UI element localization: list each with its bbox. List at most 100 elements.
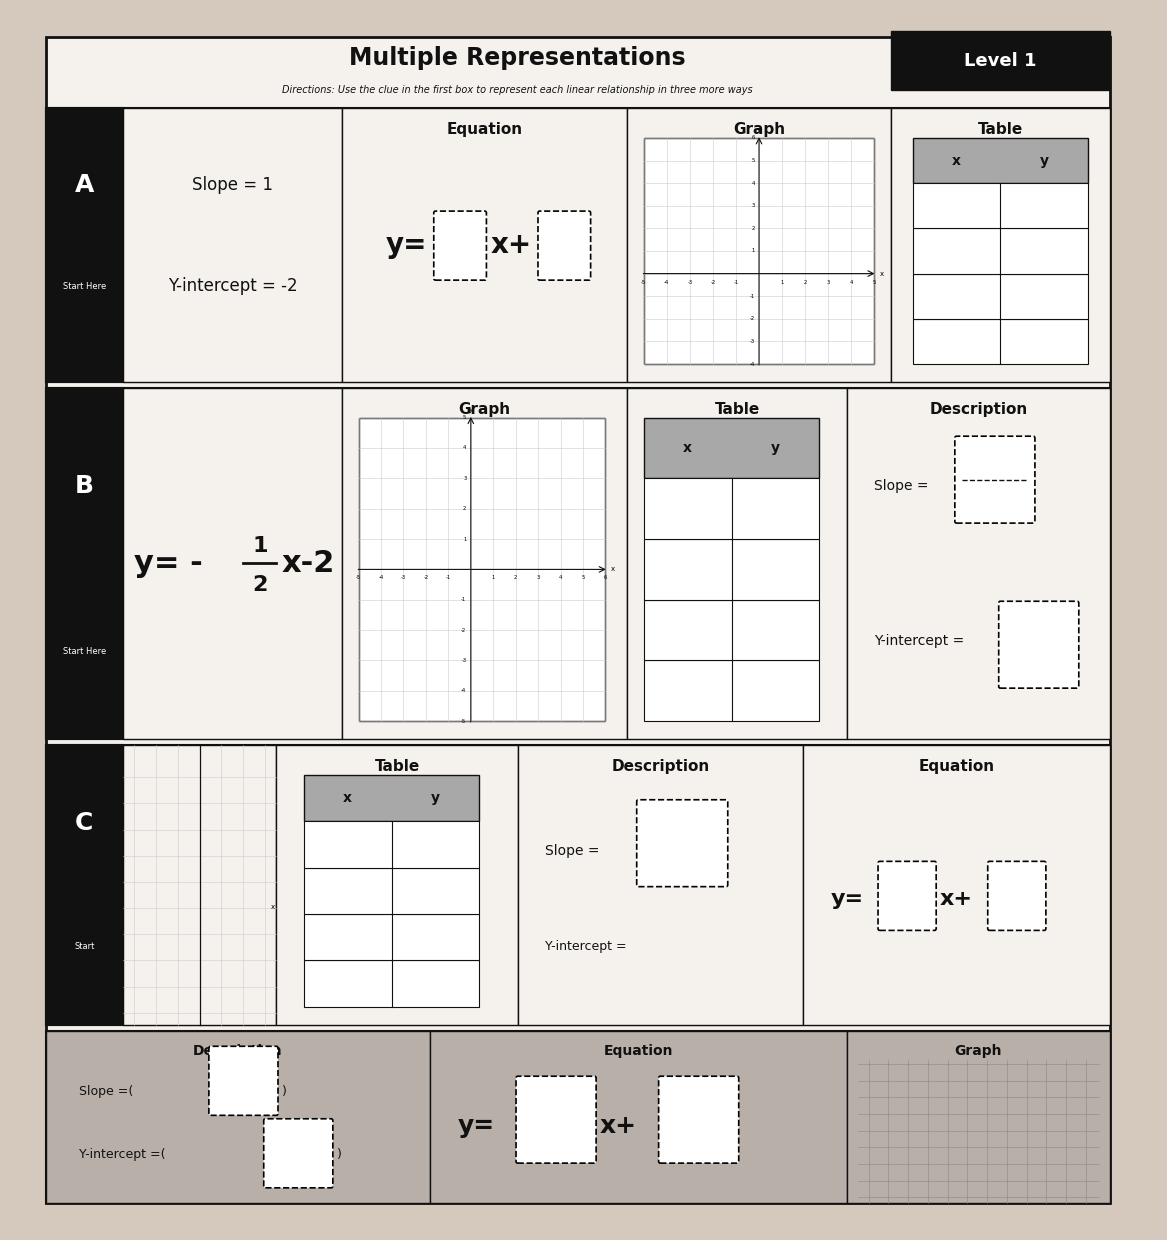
Text: 1: 1 <box>252 536 267 556</box>
FancyBboxPatch shape <box>644 418 819 479</box>
Text: -4: -4 <box>378 575 384 580</box>
Text: Start Here: Start Here <box>63 281 106 290</box>
Text: Y-intercept = -2: Y-intercept = -2 <box>168 277 298 295</box>
Text: y=: y= <box>831 889 864 909</box>
Text: 1: 1 <box>752 248 755 253</box>
FancyBboxPatch shape <box>303 821 480 868</box>
Text: Description: Description <box>612 759 710 774</box>
Text: Equation: Equation <box>603 1044 673 1059</box>
Text: Description: Description <box>929 402 1027 417</box>
Text: Slope = 1: Slope = 1 <box>191 176 273 193</box>
Text: -3: -3 <box>401 575 406 580</box>
Text: Y-intercept =: Y-intercept = <box>545 940 627 952</box>
Text: y: y <box>469 407 473 413</box>
FancyBboxPatch shape <box>303 868 480 914</box>
Text: 3: 3 <box>537 575 540 580</box>
FancyBboxPatch shape <box>46 745 123 1024</box>
FancyBboxPatch shape <box>209 1047 278 1115</box>
Text: -3: -3 <box>749 339 755 343</box>
Text: -5: -5 <box>461 719 467 724</box>
Text: -1: -1 <box>749 294 755 299</box>
FancyBboxPatch shape <box>518 745 803 1024</box>
Text: Directions: Use the clue in the first box to represent each linear relationship : Directions: Use the clue in the first bo… <box>282 86 753 95</box>
FancyBboxPatch shape <box>644 539 819 600</box>
Text: 2: 2 <box>252 575 267 595</box>
Text: Equation: Equation <box>918 759 994 774</box>
FancyBboxPatch shape <box>644 661 819 722</box>
Text: Description: Description <box>194 1044 282 1059</box>
FancyBboxPatch shape <box>644 479 819 539</box>
FancyBboxPatch shape <box>46 388 123 739</box>
Text: 2: 2 <box>803 279 806 284</box>
FancyBboxPatch shape <box>46 108 123 382</box>
Text: B: B <box>75 474 93 498</box>
Text: Table: Table <box>375 759 420 774</box>
FancyBboxPatch shape <box>123 108 342 382</box>
Text: x: x <box>952 154 960 167</box>
FancyBboxPatch shape <box>264 1118 333 1188</box>
Text: 5: 5 <box>581 575 585 580</box>
Text: -1: -1 <box>461 598 467 603</box>
Text: 3: 3 <box>463 476 467 481</box>
FancyBboxPatch shape <box>46 388 1110 739</box>
Text: 1: 1 <box>463 537 467 542</box>
Text: 4: 4 <box>850 279 853 284</box>
Text: Start Here: Start Here <box>63 647 106 656</box>
FancyBboxPatch shape <box>913 228 1088 274</box>
FancyBboxPatch shape <box>847 388 1110 739</box>
Text: y=: y= <box>457 1114 495 1137</box>
Text: Slope =: Slope = <box>545 844 600 858</box>
Text: 2: 2 <box>513 575 517 580</box>
Text: y=: y= <box>386 231 427 259</box>
Text: 4: 4 <box>752 181 755 186</box>
FancyBboxPatch shape <box>342 108 628 382</box>
FancyBboxPatch shape <box>303 961 480 1007</box>
Text: -1: -1 <box>446 575 450 580</box>
Text: 1: 1 <box>491 575 495 580</box>
FancyBboxPatch shape <box>46 108 1110 382</box>
FancyBboxPatch shape <box>123 745 277 1024</box>
Text: -3: -3 <box>461 658 467 663</box>
Text: x-2: x-2 <box>282 549 335 578</box>
Text: -5: -5 <box>356 575 362 580</box>
FancyBboxPatch shape <box>637 800 728 887</box>
Text: 5: 5 <box>873 279 876 284</box>
Text: ): ) <box>337 1148 342 1162</box>
Text: Multiple Representations: Multiple Representations <box>349 46 686 71</box>
FancyBboxPatch shape <box>628 388 847 739</box>
Text: 3: 3 <box>752 203 755 208</box>
Text: x+: x+ <box>490 231 531 259</box>
FancyBboxPatch shape <box>955 436 1035 523</box>
Text: y: y <box>771 441 780 455</box>
FancyBboxPatch shape <box>803 745 1110 1024</box>
FancyBboxPatch shape <box>913 274 1088 319</box>
Text: -3: -3 <box>687 279 692 284</box>
Text: y= -: y= - <box>134 549 203 578</box>
Text: x+: x+ <box>600 1114 637 1137</box>
Text: 6: 6 <box>603 575 607 580</box>
Text: 1: 1 <box>781 279 784 284</box>
FancyBboxPatch shape <box>913 138 1088 184</box>
Text: 5: 5 <box>752 157 755 162</box>
Text: x: x <box>343 791 352 805</box>
FancyBboxPatch shape <box>658 1076 739 1163</box>
FancyBboxPatch shape <box>342 388 628 739</box>
FancyBboxPatch shape <box>303 914 480 961</box>
FancyBboxPatch shape <box>890 108 1110 382</box>
Text: 4: 4 <box>463 445 467 450</box>
Text: A: A <box>75 172 95 197</box>
Text: ): ) <box>282 1085 287 1097</box>
Text: Graph: Graph <box>733 122 785 138</box>
Text: Equation: Equation <box>447 122 523 138</box>
FancyBboxPatch shape <box>46 745 1110 1024</box>
Text: y: y <box>757 126 761 133</box>
FancyBboxPatch shape <box>847 1030 1110 1203</box>
FancyBboxPatch shape <box>46 37 1110 1203</box>
Text: x: x <box>880 270 883 277</box>
Text: -4: -4 <box>749 362 755 367</box>
FancyBboxPatch shape <box>913 319 1088 365</box>
FancyBboxPatch shape <box>123 388 342 739</box>
Text: x: x <box>612 567 615 573</box>
Text: 5: 5 <box>463 415 467 420</box>
FancyBboxPatch shape <box>644 138 874 365</box>
